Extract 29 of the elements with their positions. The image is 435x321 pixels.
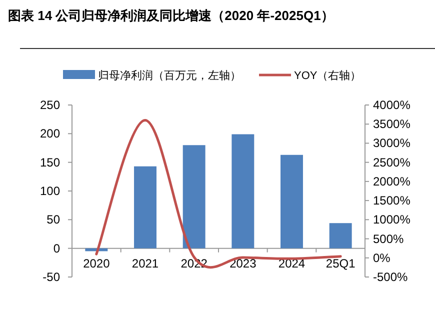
y2-tick-label: 4000% — [373, 98, 411, 112]
y-tick-label: 100 — [40, 184, 60, 198]
y2-tick-label: 1500% — [373, 194, 411, 208]
chart-title: 图表 14 公司归母净利润及同比增速（2020 年-2025Q1） — [8, 8, 334, 23]
bar — [232, 134, 254, 248]
y-tick-label: 200 — [40, 126, 60, 141]
x-tick-label: 2021 — [132, 256, 159, 270]
y-tick-label: 250 — [40, 98, 60, 112]
bar — [182, 145, 206, 248]
bar — [280, 154, 303, 248]
y2-tick-label: 500% — [373, 232, 404, 246]
x-tick-label: 2024 — [278, 256, 306, 270]
y2-tick-label: -500% — [373, 270, 408, 284]
y-tick-label: 50 — [46, 212, 60, 227]
legend-label: 归母净利润（百万元，左轴） — [98, 69, 241, 82]
y2-tick-label: 2500% — [373, 155, 411, 170]
y2-tick-label: 2000% — [373, 174, 411, 188]
y2-tick-label: 3500% — [373, 117, 411, 132]
x-tick-label: 2020 — [83, 256, 110, 270]
y2-tick-label: 1000% — [373, 212, 411, 227]
x-tick-label: 25Q1 — [326, 256, 356, 270]
legend-label: YOY（右轴） — [294, 69, 362, 82]
y2-tick-label: 0% — [373, 250, 391, 265]
y2-tick-label: 3000% — [373, 136, 411, 150]
y-tick-label: 150 — [40, 155, 60, 170]
y-tick-label: -50 — [42, 270, 60, 284]
bar — [134, 166, 156, 248]
y-tick-label: 0 — [53, 241, 60, 256]
bar — [329, 223, 352, 248]
